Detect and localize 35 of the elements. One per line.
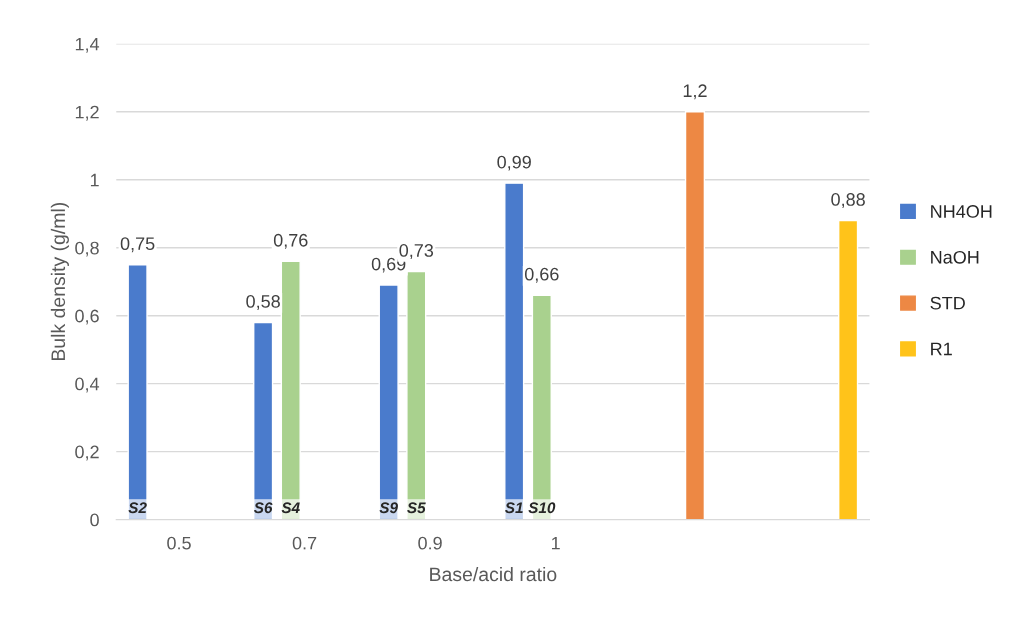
y-tick-label: 0,4 — [75, 377, 100, 393]
bar — [684, 111, 706, 520]
annotation: S4 — [281, 502, 300, 514]
data-label: 0,73 — [399, 244, 434, 259]
annotation: S2 — [128, 502, 147, 514]
data-label: 0,88 — [831, 193, 865, 208]
x-tick-label: 0.5 — [167, 536, 191, 550]
y-tick-label: 0,2 — [75, 445, 99, 461]
y-tick-label: 1 — [90, 173, 99, 187]
x-axis-title: Base/acid ratio — [430, 566, 557, 582]
y-axis-title: Bulk density (g/ml) — [50, 202, 69, 361]
annotation: S1 — [505, 502, 523, 514]
x-tick-label: 0.9 — [418, 536, 442, 550]
legend-label: NaOH — [931, 250, 979, 264]
legend-label: STD — [930, 296, 965, 310]
y-tick-label: 1,2 — [75, 105, 99, 121]
x-tick-label: 1 — [551, 536, 560, 550]
data-label: 0,58 — [246, 295, 280, 310]
y-tick-label: 0,6 — [75, 309, 99, 325]
data-label: 0,99 — [497, 155, 531, 171]
x-tick-label: 0.7 — [292, 536, 317, 550]
y-tick-label: 0 — [90, 513, 99, 527]
y-tick-label: 1,4 — [75, 37, 100, 53]
annotation: S10 — [528, 502, 556, 514]
y-tick-label: 0,8 — [75, 241, 99, 257]
annotation: S6 — [253, 502, 273, 514]
legend-label: R1 — [931, 342, 952, 356]
data-label: 0,75 — [120, 237, 155, 253]
bar — [838, 219, 859, 520]
data-label: 0,66 — [524, 267, 559, 283]
annotation: S9 — [379, 502, 398, 514]
legend-label: NH4OH — [931, 205, 992, 218]
data-label: 0,76 — [273, 233, 308, 249]
data-label: 1,2 — [683, 84, 707, 100]
annotation: S5 — [407, 502, 426, 514]
